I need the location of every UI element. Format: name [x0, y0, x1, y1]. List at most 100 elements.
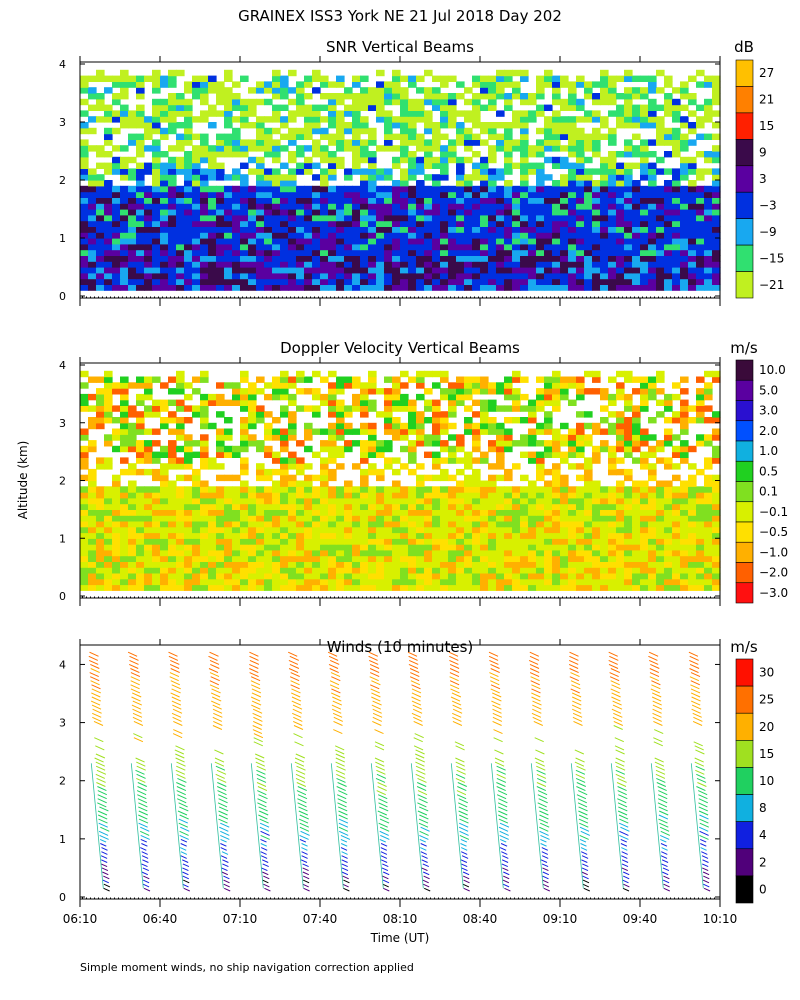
heatmap-cell	[704, 538, 713, 545]
heatmap-cell	[416, 162, 425, 169]
heatmap-cell	[336, 555, 345, 562]
heatmap-cell	[320, 191, 329, 198]
heatmap-cell	[696, 185, 705, 193]
heatmap-cell	[576, 376, 585, 383]
heatmap-cell	[704, 405, 713, 412]
heatmap-cell	[80, 278, 89, 285]
heatmap-cell	[280, 255, 289, 262]
colorbar-swatch	[735, 501, 754, 523]
heatmap-cell	[168, 180, 177, 187]
heatmap-cell	[320, 428, 329, 435]
heatmap-cell	[704, 480, 713, 487]
heatmap-cell	[128, 567, 137, 574]
heatmap-cell	[408, 226, 417, 233]
heatmap-cell	[80, 214, 89, 222]
heatmap-cell	[552, 122, 561, 129]
heatmap-cell	[712, 255, 721, 262]
heatmap-cell	[696, 393, 705, 401]
heatmap-cell	[552, 526, 561, 534]
heatmap-cell	[608, 185, 617, 193]
heatmap-cell	[584, 474, 593, 482]
heatmap-cell	[472, 555, 481, 562]
heatmap-cell	[464, 567, 473, 574]
heatmap-cell	[104, 509, 113, 516]
heatmap-cell	[104, 87, 113, 94]
heatmap-cell	[344, 549, 353, 557]
heatmap-cell	[216, 81, 225, 88]
heatmap-cell	[312, 261, 321, 268]
heatmap-cell	[144, 411, 153, 418]
heatmap-cell	[496, 209, 505, 216]
heatmap-cell	[352, 93, 361, 100]
heatmap-cell	[368, 388, 377, 395]
heatmap-cell	[440, 81, 449, 88]
heatmap-cell	[336, 492, 345, 499]
heatmap-cell	[208, 399, 217, 406]
heatmap-cell	[168, 440, 177, 447]
heatmap-cell	[544, 203, 553, 210]
heatmap-cell	[208, 226, 217, 233]
heatmap-cell	[264, 139, 273, 146]
heatmap-cell	[136, 457, 145, 464]
heatmap-cell	[448, 561, 457, 568]
heatmap-cell	[688, 185, 697, 193]
heatmap-cell	[608, 98, 617, 106]
heatmap-cell	[272, 104, 281, 111]
heatmap-cell	[440, 191, 449, 198]
heatmap-cell	[712, 145, 721, 152]
heatmap-cell	[304, 474, 313, 482]
heatmap-cell	[440, 538, 449, 545]
heatmap-cell	[200, 151, 209, 158]
heatmap-cell	[568, 191, 577, 198]
heatmap-cell	[304, 197, 313, 204]
heatmap-cell	[512, 492, 521, 499]
heatmap-cell	[680, 145, 689, 152]
wind-barb	[99, 838, 107, 843]
heatmap-cell	[568, 428, 577, 435]
heatmap-cell	[488, 561, 497, 568]
heatmap-cell	[240, 110, 249, 117]
heatmap-cell	[176, 272, 185, 280]
heatmap-cell	[360, 185, 369, 193]
heatmap-cell	[376, 185, 385, 193]
heatmap-cell	[400, 203, 409, 210]
heatmap-cell	[552, 492, 561, 499]
heatmap-cell	[544, 81, 553, 88]
heatmap-cell	[152, 145, 161, 152]
heatmap-cell	[288, 376, 297, 383]
heatmap-cell	[360, 272, 369, 280]
heatmap-cell	[104, 382, 113, 389]
heatmap-cell	[384, 272, 393, 280]
heatmap-cell	[496, 515, 505, 522]
heatmap-cell	[360, 191, 369, 198]
heatmap-cell	[208, 185, 217, 193]
heatmap-cell	[440, 440, 449, 447]
heatmap-cell	[688, 98, 697, 106]
heatmap-cell	[384, 284, 393, 291]
wind-barb	[98, 830, 109, 836]
heatmap-cell	[472, 93, 481, 100]
heatmap-cell	[272, 509, 281, 516]
heatmap-cell	[472, 544, 481, 551]
heatmap-cell	[272, 116, 281, 123]
heatmap-cell	[232, 497, 241, 505]
heatmap-cell	[80, 405, 89, 412]
heatmap-cell	[648, 284, 657, 291]
heatmap-cell	[680, 168, 689, 175]
heatmap-cell	[232, 526, 241, 534]
heatmap-cell	[664, 486, 673, 493]
heatmap-cell	[520, 156, 529, 164]
heatmap-cell	[560, 255, 569, 262]
heatmap-cell	[432, 203, 441, 210]
heatmap-cell	[336, 532, 345, 539]
heatmap-cell	[616, 180, 625, 187]
heatmap-cell	[664, 393, 673, 401]
heatmap-cell	[352, 526, 361, 534]
heatmap-cell	[328, 93, 337, 100]
heatmap-cell	[560, 393, 569, 401]
heatmap-cell	[304, 185, 313, 193]
heatmap-cell	[616, 220, 625, 227]
heatmap-cell	[600, 492, 609, 499]
heatmap-cell	[80, 382, 89, 389]
heatmap-cell	[568, 434, 577, 441]
